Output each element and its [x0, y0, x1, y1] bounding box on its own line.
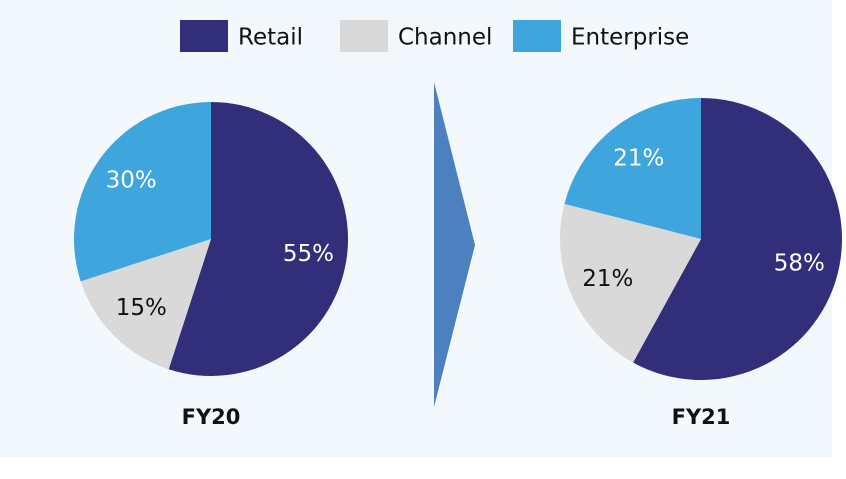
pie-slice — [73, 102, 211, 282]
pie-slice — [560, 203, 701, 363]
legend-label: Channel — [398, 25, 492, 51]
legend-label: Retail — [238, 25, 303, 51]
data-label: 21% — [582, 266, 633, 292]
data-label: 30% — [106, 168, 157, 194]
data-label: 15% — [116, 295, 167, 321]
chart-title: FY20 — [182, 405, 241, 429]
data-label: 21% — [613, 145, 664, 171]
pie-slice — [564, 98, 701, 239]
pie-slice — [168, 102, 349, 377]
legend-swatch — [340, 20, 388, 52]
arrow — [434, 82, 475, 407]
pie-slice — [633, 98, 843, 381]
chart-title: FY21 — [672, 405, 731, 429]
legend-swatch — [513, 20, 561, 52]
legend-label: Enterprise — [571, 25, 689, 51]
pie-slice — [80, 239, 211, 370]
data-label: 58% — [774, 251, 825, 277]
legend-swatch — [180, 20, 228, 52]
data-label: 55% — [283, 241, 334, 267]
